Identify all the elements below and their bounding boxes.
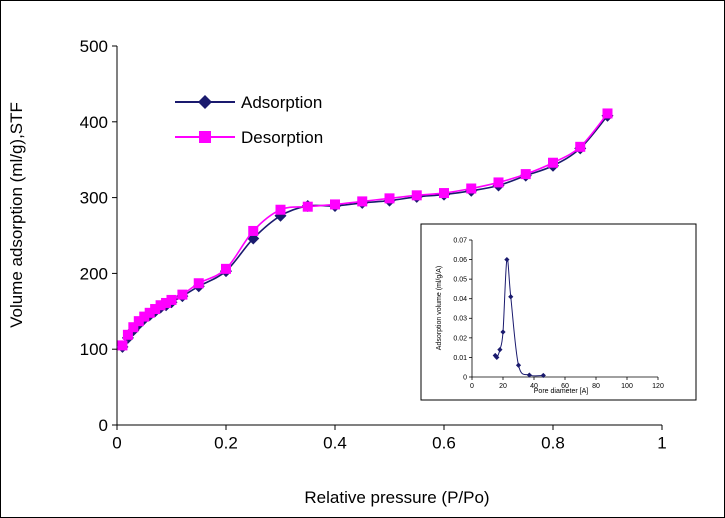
main-point-desorption	[128, 322, 139, 333]
legend-marker-square	[199, 131, 211, 143]
main-point-desorption	[466, 183, 477, 194]
main-x-tick-label: 0	[112, 433, 121, 452]
inset-y-ticks: 0 0.01 0.02 0.03 0.04 0.05 0.06 0.07	[453, 237, 472, 381]
main-point-desorption	[144, 307, 155, 318]
main-point-desorption	[493, 177, 504, 188]
inset-series-layer	[492, 256, 546, 379]
main-point-desorption	[275, 204, 286, 215]
inset-y-tick-label: 0.07	[453, 237, 467, 244]
inset-y-tick-label: 0.02	[453, 335, 467, 342]
main-point-desorption	[520, 169, 531, 180]
legend-marker-diamond	[198, 95, 212, 109]
legend-label-desorption: Desorption	[241, 128, 323, 147]
legend: Adsorption Desorption	[175, 93, 323, 147]
main-y-tick-label: 400	[80, 113, 108, 132]
main-point-desorption	[139, 311, 150, 322]
main-series-layer	[116, 108, 614, 353]
main-point-desorption	[177, 289, 188, 300]
main-y-tick-label: 100	[80, 340, 108, 359]
main-x-tick-label: 0.8	[541, 433, 565, 452]
main-x-tick-label: 0.4	[323, 433, 347, 452]
main-x-ticks: 0 0.2 0.4 0.6 0.8 1	[112, 425, 667, 452]
inset-x-tick-label: 120	[652, 383, 664, 390]
main-point-desorption	[439, 188, 449, 199]
main-point-desorption	[117, 340, 128, 351]
inset-x-tick-label: 100	[621, 383, 633, 390]
main-point-desorption	[150, 304, 161, 315]
main-point-desorption	[575, 141, 586, 152]
main-y-ticks: 0 100 200 300 400 500	[80, 37, 117, 435]
main-x-tick-label: 1	[657, 433, 666, 452]
main-y-tick-label: 300	[80, 189, 108, 208]
inset-point-series	[540, 372, 546, 379]
main-x-tick-label: 0.6	[432, 433, 456, 452]
inset-point-series	[526, 372, 532, 378]
main-point-desorption	[302, 201, 313, 212]
inset-point-series	[500, 329, 506, 335]
inset-y-tick-label: 0	[463, 374, 467, 381]
legend-label-adsorption: Adsorption	[241, 93, 322, 112]
main-x-tick-label: 0.2	[214, 433, 238, 452]
inset-y-tick-label: 0.01	[453, 355, 467, 362]
main-y-tick-label: 200	[80, 264, 108, 283]
inset-point-series	[497, 347, 503, 353]
main-point-desorption	[248, 225, 259, 236]
main-point-desorption	[357, 196, 368, 207]
legend-item-desorption: Desorption	[175, 128, 323, 147]
main-axes	[116, 46, 662, 426]
inset-y-tick-label: 0.06	[453, 257, 467, 264]
main-point-desorption	[330, 199, 340, 210]
legend-item-adsorption: Adsorption	[175, 93, 322, 112]
inset-x-axis-title: Pore diameter [A]	[534, 388, 589, 395]
main-point-desorption	[548, 157, 558, 168]
main-point-desorption	[155, 300, 166, 311]
main-point-desorption	[133, 316, 144, 327]
inset-y-tick-label: 0.03	[453, 316, 467, 323]
inset-y-axis-title: Adsorption volume (ml/g/A)	[436, 266, 443, 350]
main-point-desorption	[166, 294, 177, 305]
inset-x-tick-label: 40	[530, 383, 538, 390]
inset-x-ticks: 0 20 40 60 80 100 120	[470, 377, 664, 390]
main-point-desorption	[193, 278, 204, 289]
main-y-tick-label: 0	[99, 416, 108, 435]
inset-x-tick-label: 0	[470, 383, 474, 390]
main-point-desorption	[384, 193, 395, 204]
inset-frame	[420, 223, 697, 401]
inset-point-series	[508, 294, 514, 300]
main-x-axis-title: Relative pressure (P/Po)	[304, 488, 489, 507]
inset-x-tick-label: 60	[561, 383, 569, 390]
inset-x-tick-label: 80	[592, 383, 600, 390]
inset-y-tick-label: 0.04	[453, 296, 467, 303]
main-point-desorption	[602, 108, 613, 119]
inset-point-series	[504, 256, 510, 263]
main-point-desorption	[221, 263, 231, 274]
main-point-desorption	[161, 297, 172, 308]
inset-point-series	[494, 354, 500, 361]
inset-y-tick-label: 0.05	[453, 277, 467, 284]
inset-x-tick-label: 20	[499, 383, 507, 390]
main-point-desorption	[411, 190, 422, 201]
main-y-tick-label: 500	[80, 37, 108, 56]
main-y-axis-title: Volume adsorption (ml/g),STF	[7, 102, 26, 328]
main-point-desorption	[122, 329, 133, 340]
inset-point-series	[515, 362, 522, 368]
